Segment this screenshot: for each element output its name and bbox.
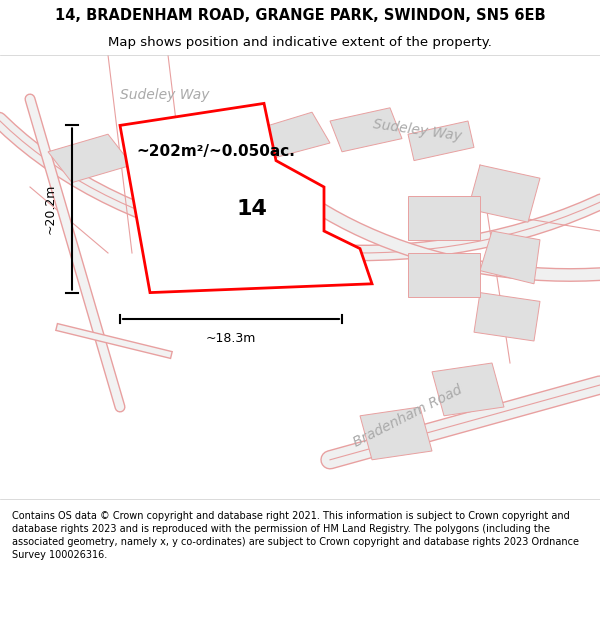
- Polygon shape: [480, 231, 540, 284]
- Text: Contains OS data © Crown copyright and database right 2021. This information is : Contains OS data © Crown copyright and d…: [12, 511, 579, 560]
- Polygon shape: [330, 107, 402, 152]
- Polygon shape: [432, 363, 504, 416]
- Polygon shape: [474, 292, 540, 341]
- Text: ~202m²/~0.050ac.: ~202m²/~0.050ac.: [137, 144, 295, 159]
- Text: Sudeley Way: Sudeley Way: [372, 117, 463, 143]
- Polygon shape: [360, 407, 432, 460]
- Polygon shape: [120, 103, 372, 292]
- Polygon shape: [408, 196, 480, 240]
- Text: 14: 14: [236, 199, 268, 219]
- Text: ~18.3m: ~18.3m: [206, 332, 256, 345]
- Polygon shape: [468, 165, 540, 222]
- Text: Map shows position and indicative extent of the property.: Map shows position and indicative extent…: [108, 36, 492, 49]
- Text: 14, BRADENHAM ROAD, GRANGE PARK, SWINDON, SN5 6EB: 14, BRADENHAM ROAD, GRANGE PARK, SWINDON…: [55, 8, 545, 23]
- Polygon shape: [408, 253, 480, 297]
- Polygon shape: [48, 134, 132, 182]
- Polygon shape: [240, 112, 330, 161]
- Text: Bradenham Road: Bradenham Road: [351, 382, 465, 449]
- Polygon shape: [168, 121, 252, 178]
- Text: ~20.2m: ~20.2m: [44, 184, 57, 234]
- Text: Sudeley Way: Sudeley Way: [120, 88, 209, 102]
- Polygon shape: [408, 121, 474, 161]
